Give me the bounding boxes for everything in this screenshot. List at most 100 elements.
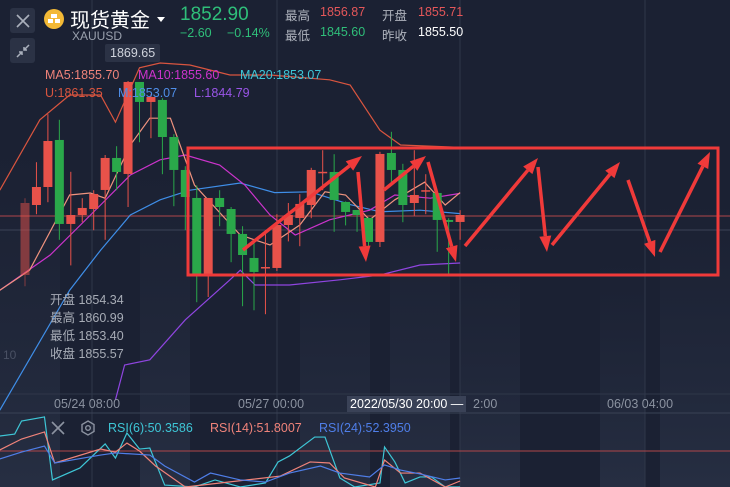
- candle[interactable]: [306, 167, 316, 219]
- price-change-percent: −0.14%: [227, 26, 270, 40]
- arrow-annotation[interactable]: [626, 179, 656, 257]
- arrow-head: [409, 156, 426, 171]
- candle[interactable]: [89, 190, 99, 231]
- rsi6-legend: RSI(6):50.3586: [108, 421, 193, 435]
- candle[interactable]: [123, 81, 133, 207]
- arrow-head: [358, 245, 371, 262]
- candle[interactable]: [226, 207, 236, 263]
- candle-body: [169, 137, 179, 170]
- candle[interactable]: [295, 194, 305, 247]
- candle-body: [89, 193, 99, 209]
- arrow-annotation[interactable]: [356, 171, 371, 262]
- candle[interactable]: [100, 155, 110, 240]
- rsi-settings-button[interactable]: [80, 420, 96, 441]
- arrow-annotation[interactable]: [241, 156, 362, 252]
- high-marker-tooltip: 1869.65: [105, 44, 161, 62]
- arrow-annotation[interactable]: [550, 162, 620, 247]
- arrow-annotation[interactable]: [463, 158, 538, 248]
- ohlc-high: 最高 1860.99: [50, 311, 124, 325]
- arrow-annotation[interactable]: [536, 166, 552, 252]
- candle-body: [31, 187, 41, 205]
- candle[interactable]: [260, 230, 270, 315]
- candle[interactable]: [20, 198, 30, 287]
- candle-body: [100, 157, 110, 190]
- arrow-annotation[interactable]: [382, 156, 426, 192]
- crosshair-time-label: 2022/05/30 20:00 —: [347, 396, 467, 412]
- candle[interactable]: [54, 119, 64, 240]
- gold-coin-icon: [44, 8, 64, 29]
- close-icon: [51, 421, 65, 435]
- candle[interactable]: [203, 197, 213, 297]
- candle-body: [180, 169, 190, 197]
- instrument-title: 现货黄金: [70, 10, 150, 32]
- last-price: 1852.90: [180, 4, 249, 25]
- boll-l-line: [114, 262, 461, 400]
- candle[interactable]: [352, 209, 362, 232]
- candle-body: [272, 225, 282, 268]
- candle[interactable]: [112, 146, 122, 191]
- prev-close-value: 1855.50: [418, 25, 464, 39]
- candle-body: [238, 233, 248, 255]
- arrow-shaft: [626, 179, 652, 243]
- close-button[interactable]: [10, 8, 35, 33]
- candle[interactable]: [157, 98, 167, 175]
- close-icon: [15, 13, 30, 28]
- candle[interactable]: [43, 114, 53, 203]
- rsi24-line: [0, 445, 461, 483]
- candle-body: [444, 219, 454, 222]
- instrument-selector[interactable]: 现货黄金: [44, 4, 166, 33]
- candle-body: [249, 257, 259, 272]
- candle[interactable]: [31, 162, 41, 215]
- arrow-annotation[interactable]: [658, 152, 710, 253]
- candle[interactable]: [192, 185, 202, 303]
- boll-lower-legend: L:1844.79: [194, 86, 250, 100]
- high-label: 最高: [285, 9, 311, 23]
- ma10-legend: MA10:1855.60: [138, 68, 220, 82]
- arrow-annotation[interactable]: [426, 161, 458, 262]
- consolidation-box[interactable]: [186, 146, 720, 277]
- candle[interactable]: [169, 134, 179, 207]
- rsi-close-button[interactable]: [50, 420, 66, 441]
- ohlc-low: 最低 1853.40: [50, 329, 124, 343]
- candle-body: [352, 209, 362, 215]
- candle-body: [421, 190, 431, 192]
- ohlc-close: 收盘 1855.57: [50, 347, 124, 361]
- candle[interactable]: [455, 210, 465, 240]
- candle[interactable]: [364, 217, 373, 247]
- arrow-head: [523, 158, 538, 175]
- annotation-drawing[interactable]: [186, 146, 720, 277]
- candle-body: [203, 197, 213, 275]
- candle[interactable]: [215, 190, 225, 227]
- collapse-button[interactable]: [10, 38, 35, 63]
- open-value: 1855.71: [418, 5, 464, 19]
- x-axis-label: 06/03 04:00: [607, 397, 674, 411]
- instrument-symbol: XAUUSD: [72, 29, 123, 43]
- ohlc-open: 开盘 1854.34: [50, 293, 124, 307]
- gear-icon: [81, 420, 95, 436]
- candle[interactable]: [135, 81, 144, 143]
- candle[interactable]: [432, 191, 442, 252]
- candle[interactable]: [66, 171, 76, 266]
- arrow-shaft: [536, 166, 548, 237]
- crosshair-time: 2022/05/30 20:00: [350, 397, 448, 411]
- candle[interactable]: [421, 174, 431, 215]
- candle[interactable]: [238, 226, 248, 307]
- candle[interactable]: [329, 154, 339, 232]
- candle-body: [112, 157, 122, 172]
- candle[interactable]: [283, 203, 293, 242]
- candle[interactable]: [444, 218, 454, 275]
- candle[interactable]: [77, 198, 87, 223]
- candle[interactable]: [386, 131, 396, 183]
- candle-body: [77, 207, 87, 215]
- candle[interactable]: [146, 94, 156, 139]
- ma5-legend: MA5:1855.70: [45, 68, 120, 82]
- candle[interactable]: [341, 201, 351, 226]
- candle[interactable]: [318, 150, 328, 191]
- candle[interactable]: [180, 166, 190, 231]
- candle-body: [364, 217, 373, 242]
- candle[interactable]: [375, 151, 385, 247]
- collapse-arrows-icon: [15, 43, 30, 58]
- candle-body: [386, 153, 396, 170]
